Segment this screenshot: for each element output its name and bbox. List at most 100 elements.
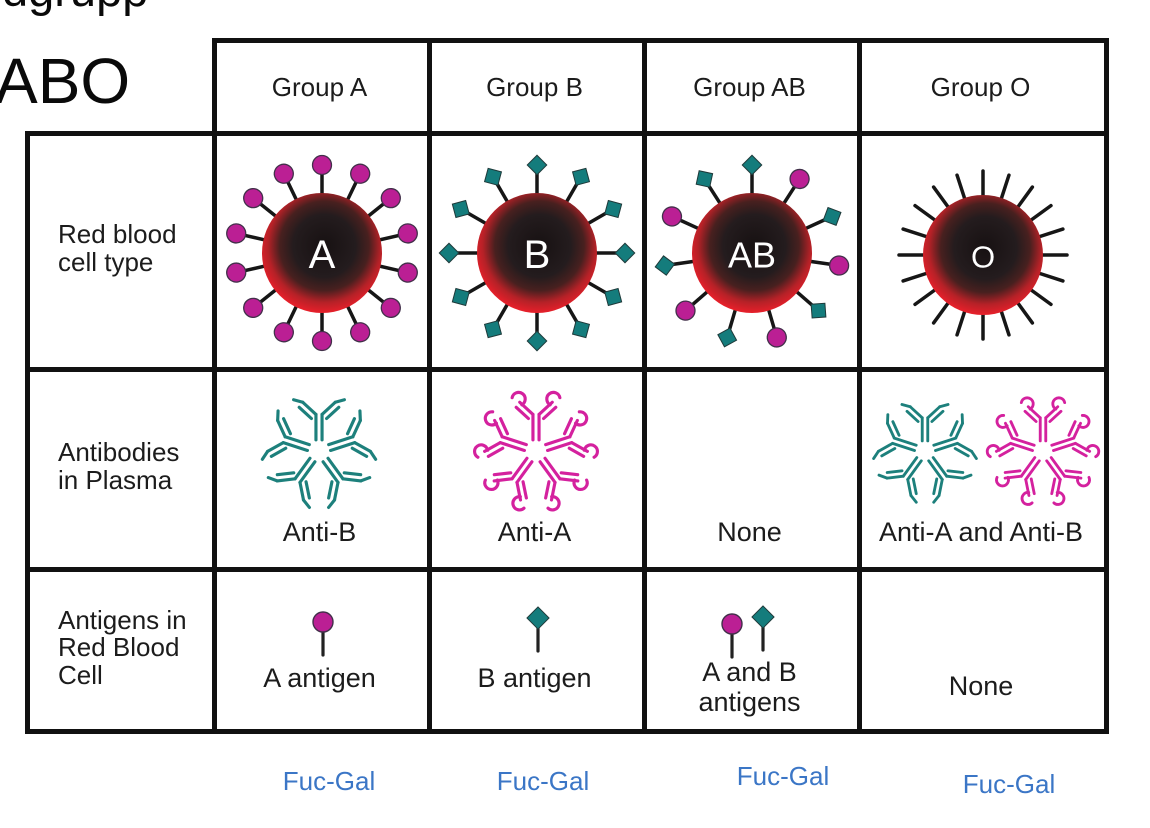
grid-line-row3-top — [25, 567, 1109, 572]
antibody-label-group-o: Anti-A and Anti-B — [878, 517, 1084, 547]
b-antigen-diamond — [741, 154, 763, 176]
antibody-label-group-a: Anti-B — [282, 517, 357, 547]
antigen-label-group-ab: A and B antigens — [698, 657, 801, 717]
b-antigen-diamond — [571, 167, 591, 186]
red-blood-cell-group-o: O — [873, 150, 1093, 360]
red-blood-cell-group-ab: AB — [647, 148, 857, 358]
b-antigen-diamond — [526, 154, 548, 176]
b-antigen-diamond — [604, 199, 623, 219]
a-antigen-circle — [226, 262, 247, 283]
a-antigen-circle — [273, 322, 294, 343]
red-blood-cell-graphic: O — [897, 169, 1069, 341]
grid-line-col2 — [427, 38, 432, 734]
b-antigen-icon — [526, 606, 550, 653]
b-antigen-diamond — [614, 242, 636, 264]
b-antigen-diamond — [451, 287, 470, 307]
grid-line-col1 — [212, 38, 217, 734]
column-header-group-o: Group O — [930, 71, 1031, 102]
antibody-teal-graphic — [872, 403, 978, 504]
a-antigen-circle — [675, 300, 696, 321]
grid-line-row2-top — [25, 367, 1109, 372]
a-antigen-circle — [397, 223, 418, 244]
red-blood-cell-group-a: A — [217, 148, 427, 358]
antibody-cluster-anti-b — [254, 386, 384, 516]
a-antigen-circle — [350, 322, 371, 343]
clipped-top-title: dgrupp — [0, 0, 180, 37]
antibody-teal-graphic — [260, 398, 378, 509]
b-antigen-diamond — [571, 320, 591, 339]
row-label-antibodies-in-plasma: Antibodies in Plasma — [30, 372, 210, 562]
a-antigen-circle — [380, 297, 401, 319]
red-blood-cell-graphic: AB — [654, 154, 850, 348]
b-antigen-icon — [751, 605, 775, 652]
b-antigen-diamond — [451, 199, 470, 219]
grid-line-right — [1104, 38, 1109, 734]
antibody-cluster-anti-a — [471, 386, 601, 516]
a-antigen-circle — [311, 154, 333, 176]
grid-line-left — [25, 131, 30, 734]
fucgal-label-group-o: Fuc-Gal — [962, 769, 1056, 799]
antibody-cluster-anti-a-and-anti-b — [866, 392, 1102, 512]
row-label-antigens-in-red-blood-cell: Antigens in Red Blood Cell — [30, 572, 210, 724]
a-antigen-circle — [350, 163, 371, 184]
fucgal-label-group-b: Fuc-Gal — [496, 766, 590, 796]
a-antigen-circle — [661, 206, 683, 227]
page-title: ABO — [0, 45, 131, 117]
antibody-label-group-b: Anti-A — [497, 517, 572, 547]
row-label-red-blood-cell-type: Red blood cell type — [30, 136, 210, 362]
b-antigen-diamond — [483, 320, 503, 339]
fucgal-label-group-a: Fuc-Gal — [282, 766, 376, 796]
a-antigen-circle — [766, 327, 787, 348]
row-label-text: Red blood cell type — [58, 219, 177, 277]
a-antigen-icon — [312, 611, 334, 657]
a-antigen-icon — [721, 613, 743, 659]
b-antigen-diamond — [438, 242, 460, 264]
antigen-icon-group-a — [309, 610, 337, 665]
a-antigen-circle — [828, 255, 850, 276]
grid-line-col3 — [642, 38, 647, 734]
column-header-group-ab: Group AB — [693, 71, 806, 102]
column-header-group-a: Group A — [271, 71, 368, 102]
b-antigen-diamond — [654, 255, 676, 276]
row-label-text: Antibodies in Plasma — [58, 437, 180, 495]
a-antigen-circle — [397, 262, 418, 283]
a-antigen-circle — [311, 330, 333, 352]
b-antigen-diamond — [695, 170, 714, 188]
red-blood-cell-graphic: B — [438, 154, 636, 352]
red-blood-cell-group-b: B — [432, 148, 642, 358]
row-label-text: Antigens in Red Blood Cell — [58, 604, 187, 690]
antigen-label-group-b: B antigen — [477, 663, 592, 693]
column-header-group-b: Group B — [486, 71, 583, 102]
a-antigen-circle — [789, 168, 810, 190]
antigen-icon-wrap — [718, 612, 746, 667]
antigen-icon-wrap — [524, 606, 552, 661]
antigen-icons-group-ab — [718, 605, 777, 667]
clipped-top-title-text: dgrupp — [2, 0, 148, 13]
b-antigen-diamond — [822, 206, 842, 226]
cell-letter: B — [524, 233, 551, 277]
a-antigen-circle — [226, 223, 247, 244]
b-antigen-diamond — [483, 167, 503, 186]
antigen-icon-group-b — [524, 606, 552, 661]
b-antigen-diamond — [717, 327, 738, 348]
antibody-magenta-graphic — [985, 396, 1101, 506]
antigen-icon-wrap — [309, 610, 337, 665]
antigen-label-group-a: A antigen — [263, 663, 376, 693]
grid-line-bottom — [25, 729, 1109, 734]
fucgal-label-group-ab: Fuc-Gal — [736, 761, 830, 791]
b-antigen-diamond — [526, 330, 548, 352]
antibody-label-group-ab: None — [717, 517, 782, 547]
a-antigen-circle — [243, 297, 264, 319]
a-antigen-circle — [273, 163, 294, 184]
a-antigen-circle — [243, 187, 264, 209]
b-antigen-diamond — [810, 302, 827, 319]
grid-line-header-top — [212, 38, 1109, 43]
grid-line-col4 — [857, 38, 862, 734]
cell-letter: O — [971, 240, 995, 275]
grid-line-row1-top — [25, 131, 1109, 136]
cell-letter: AB — [728, 235, 776, 276]
a-antigen-circle — [380, 187, 401, 209]
antibody-magenta-graphic — [473, 390, 599, 512]
antigen-label-group-o: None — [948, 671, 1014, 701]
